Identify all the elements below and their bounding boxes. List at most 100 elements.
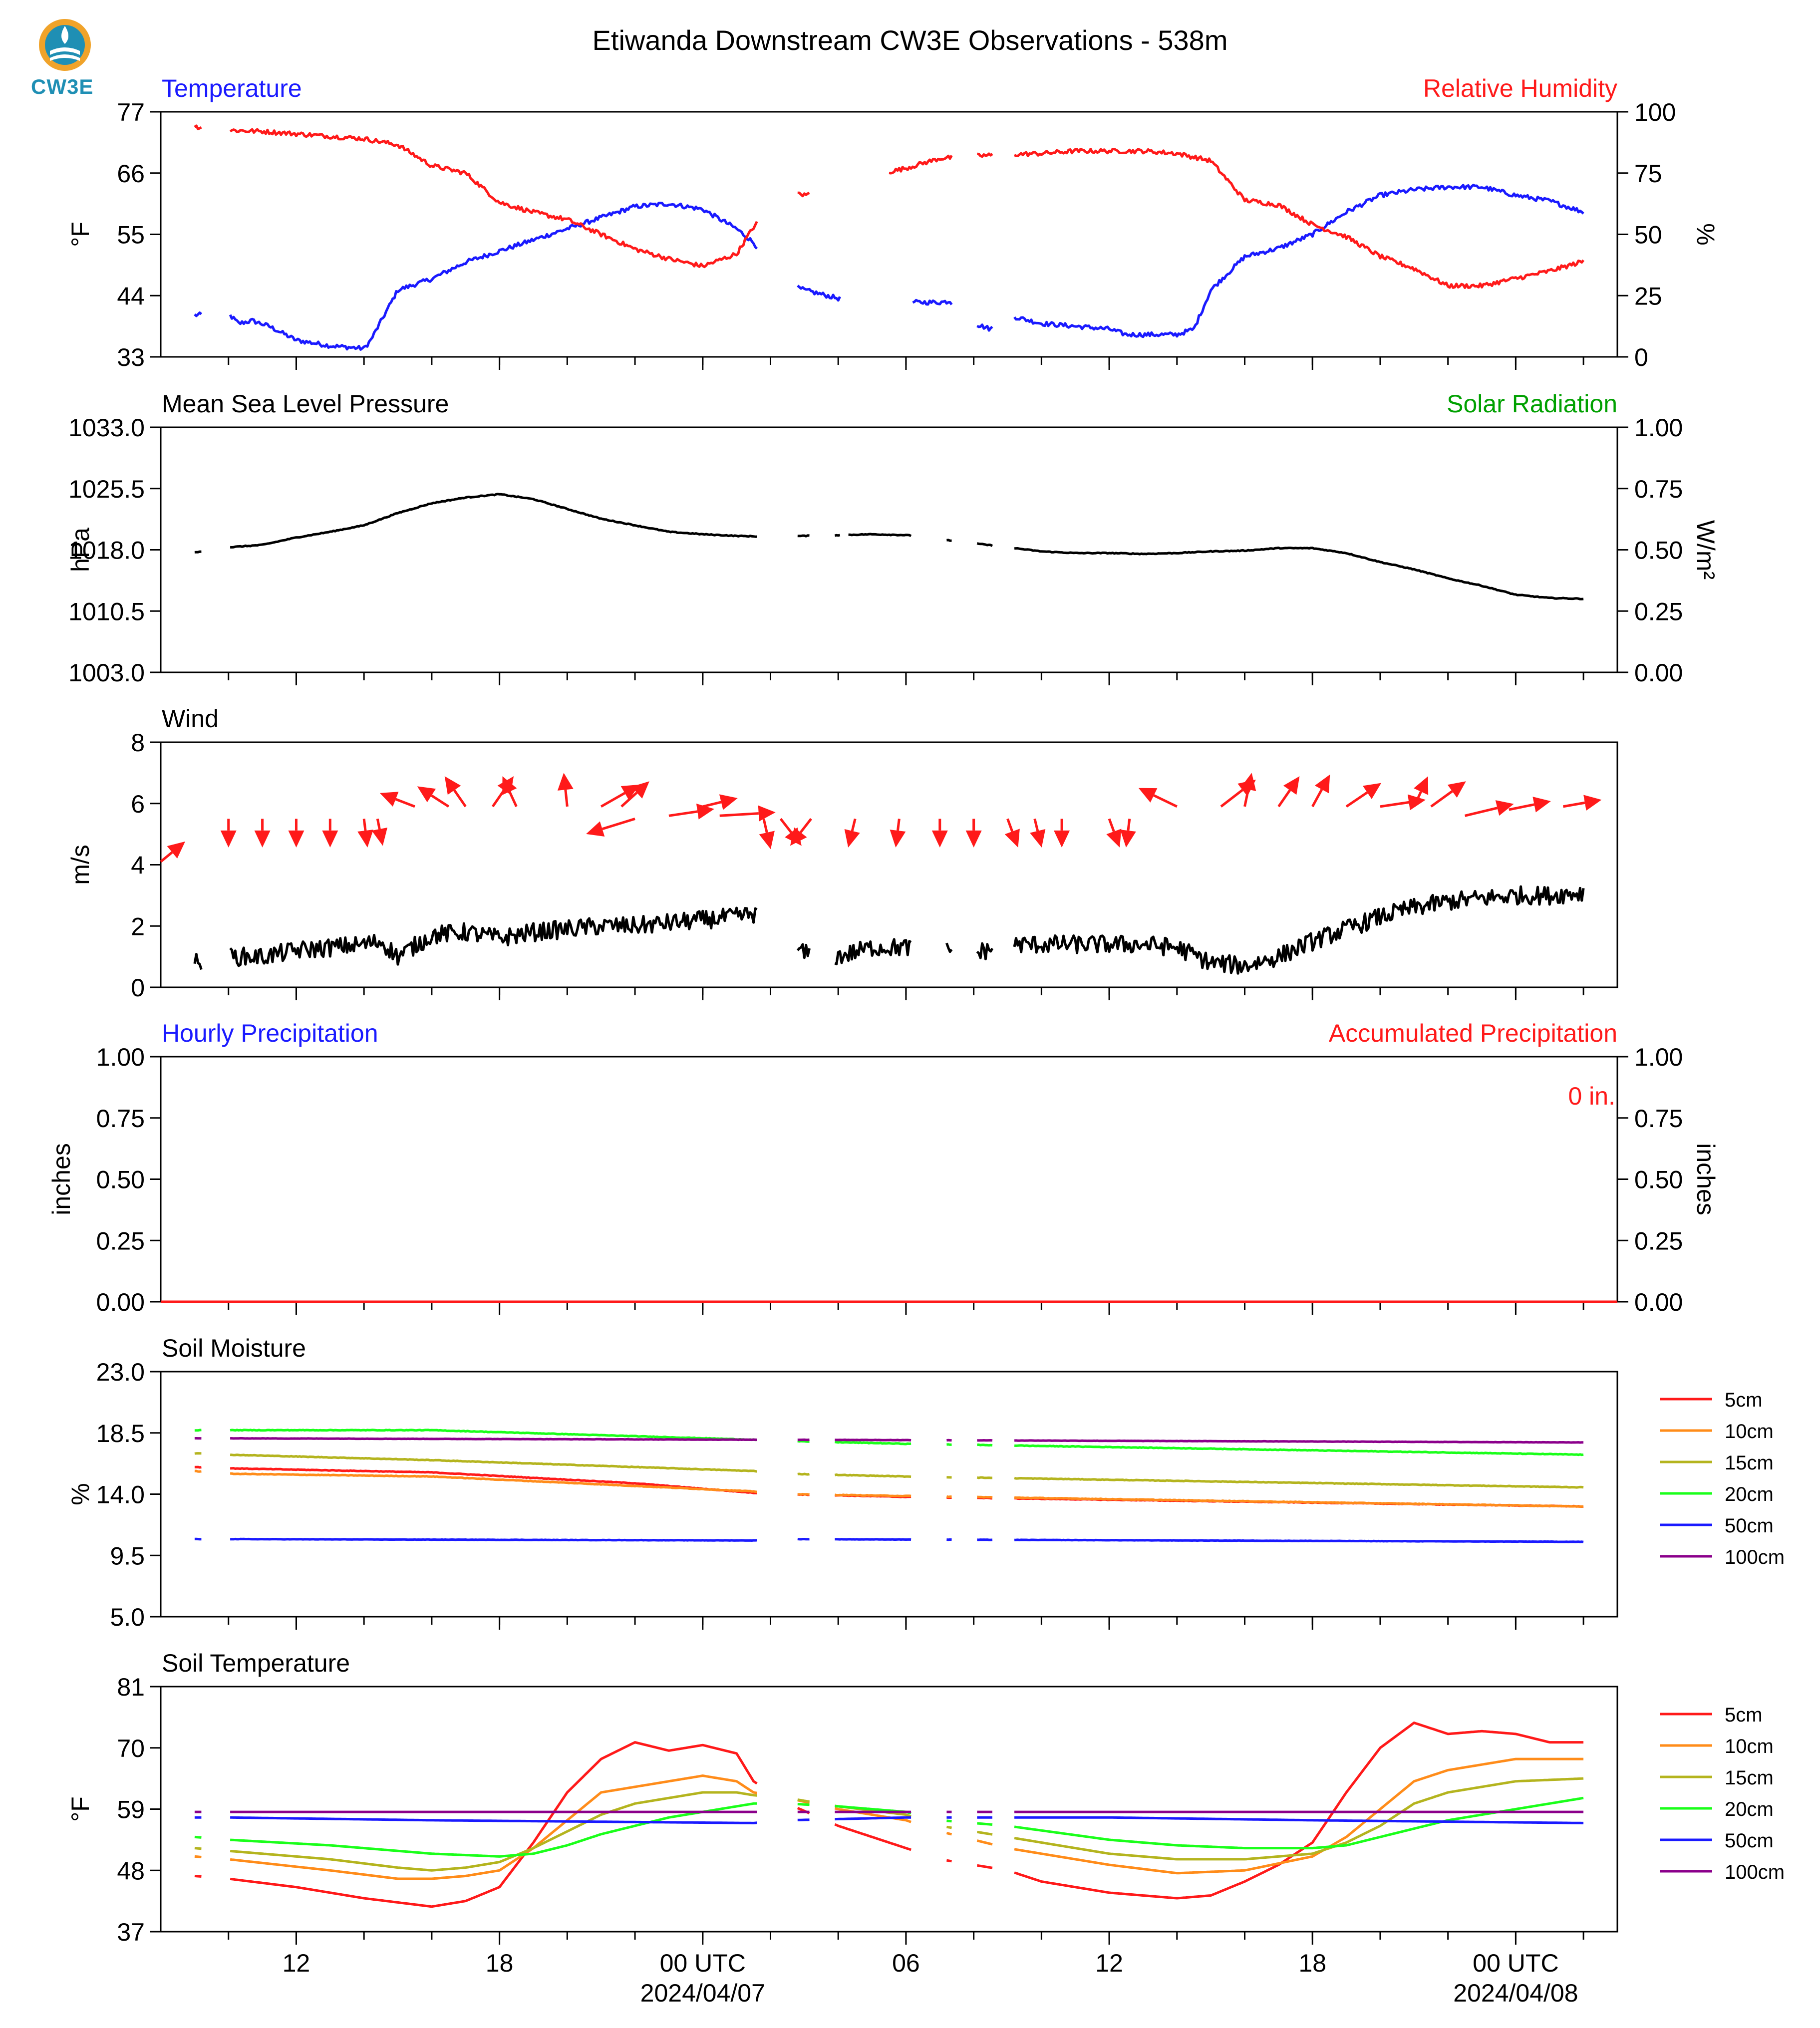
panel-title-left: Soil Temperature (162, 1649, 350, 1677)
y-tick-label-right: 0.00 (1634, 1288, 1683, 1316)
wind-arrow-head (1138, 788, 1158, 803)
wind-arrow-shaft (620, 792, 638, 808)
wind-arrow-shaft (779, 818, 792, 834)
panel-title-left: Soil Moisture (162, 1334, 306, 1362)
panel-wind: Wind 0 2 4 6 8 m/s (66, 705, 1618, 1002)
wind-arrow-shaft (453, 789, 467, 808)
wind-arrow-shaft (1277, 789, 1291, 808)
y-tick-label-left: 2 (131, 912, 145, 940)
wind-arrow (379, 792, 415, 808)
wind-arrow-head (1283, 776, 1300, 795)
legend-item-5cm: 5cm (1660, 1389, 1763, 1411)
wind-arrow-shaft (1006, 818, 1014, 832)
wind-arrow (702, 794, 738, 810)
wind-arrow (160, 841, 185, 863)
wind-arrow (1138, 788, 1178, 808)
wind-arrow (1413, 776, 1429, 807)
y-tick-label-left: 1.00 (96, 1043, 145, 1071)
wind-arrow-shaft (431, 794, 450, 808)
wind-arrow-head (502, 776, 517, 795)
cw3e-logo (30, 15, 100, 105)
y-tick-label-left: 6 (131, 790, 145, 818)
wind-arrow-head (696, 803, 714, 820)
series-line-5cm (194, 1465, 1584, 1508)
y-tick-label-left: 44 (117, 282, 145, 310)
panel-title-left: Wind (162, 705, 219, 733)
wind-arrow-head (417, 786, 436, 803)
wind-arrow-head (1054, 830, 1070, 848)
wind-arrow (371, 818, 388, 846)
y-tick-label-left: 0.50 (96, 1166, 145, 1194)
wind-arrow-head (631, 781, 649, 799)
legend-item-15cm: 15cm (1660, 1452, 1774, 1474)
y-tick-label-left: 66 (117, 160, 145, 188)
wind-arrow-head (444, 776, 461, 795)
panel-title-left: Hourly Precipitation (162, 1019, 378, 1047)
wind-arrow (759, 818, 775, 850)
series-line-100cm (194, 1437, 1584, 1444)
x-tick-label: 12 (283, 1949, 310, 1977)
y-axis-label-left: °F (66, 1796, 94, 1822)
series-line-mean-sea-level-pressure (194, 493, 1584, 600)
wind-arrow (1120, 819, 1136, 848)
y-axis-label-left: inches (47, 1143, 75, 1215)
series-line-15cm (194, 1452, 1584, 1489)
wind-arrow-shaft (491, 789, 505, 808)
panel-title-right: Solar Radiation (1447, 390, 1617, 418)
y-axis-label-left: °F (66, 222, 94, 247)
x-tick-date: 2024/04/07 (640, 1979, 765, 2007)
wind-arrow (1106, 818, 1122, 848)
wind-arrow-shaft (1380, 801, 1409, 808)
wind-arrow-shaft (1311, 789, 1323, 808)
wind-arrow-head (288, 830, 304, 848)
panel-temperature: Temperature Relative Humidity 33 44 55 66 77 0 2… (66, 74, 1720, 371)
y-tick-label-left: 48 (117, 1857, 145, 1885)
wind-arrow-head (1030, 829, 1046, 848)
legend-label: 5cm (1725, 1704, 1763, 1726)
wind-arrow-head (931, 830, 948, 848)
wind-arrow-head (586, 821, 605, 837)
series-line-15cm (194, 1777, 1584, 1872)
wind-arrow-head (1120, 830, 1136, 848)
panel-title-right: Accumulated Precipitation (1329, 1019, 1617, 1047)
wind-arrow (931, 819, 948, 848)
wind-arrow-head (357, 830, 373, 848)
wind-arrow (1562, 795, 1602, 811)
y-tick-label-left: 0.75 (96, 1105, 145, 1133)
wind-arrow-shaft (1413, 791, 1422, 807)
y-tick-label-left: 81 (117, 1673, 145, 1701)
wind-arrow (444, 776, 467, 808)
y-tick-label-right: 1.00 (1634, 414, 1683, 442)
wind-arrow-head (167, 841, 185, 859)
wind-arrow-shaft (564, 789, 569, 807)
y-tick-label-left: 37 (117, 1918, 145, 1946)
legend-label: 15cm (1725, 1767, 1774, 1789)
wind-arrow-shaft (896, 819, 901, 831)
x-tick-date: 2024/04/08 (1453, 1979, 1578, 2007)
y-axis-label-left: % (66, 1483, 94, 1505)
legend-item-5cm: 5cm (1660, 1704, 1763, 1726)
wind-arrow-head (965, 830, 982, 848)
wind-arrow-shaft (668, 810, 698, 817)
y-tick-label-right: 0.25 (1634, 1227, 1683, 1255)
wind-arrow-shaft (799, 818, 812, 834)
wind-arrow (586, 818, 635, 837)
wind-arrow-head (844, 829, 860, 848)
y-tick-label-right: 0 (1634, 343, 1648, 371)
panel-precipitation: Hourly Precipitation Accumulated Precipit… (47, 1019, 1720, 1316)
y-axis-label-right: % (1692, 223, 1720, 245)
panel-title-left: Mean Sea Level Pressure (162, 390, 449, 418)
wind-arrow-shaft (395, 798, 415, 808)
y-tick-label-left: 18.5 (96, 1420, 145, 1448)
legend-item-15cm: 15cm (1660, 1767, 1774, 1789)
series-line-temperature (194, 184, 1584, 351)
x-tick-label: 18 (486, 1949, 514, 1977)
legend-item-50cm: 50cm (1660, 1515, 1774, 1537)
legend-item-10cm: 10cm (1660, 1736, 1774, 1757)
series-line-10cm (194, 1469, 1584, 1508)
wind-arrow (288, 819, 304, 848)
x-tick-label: 06 (892, 1949, 920, 1977)
wind-arrow (220, 819, 237, 848)
wind-arrow-head (1314, 774, 1330, 794)
